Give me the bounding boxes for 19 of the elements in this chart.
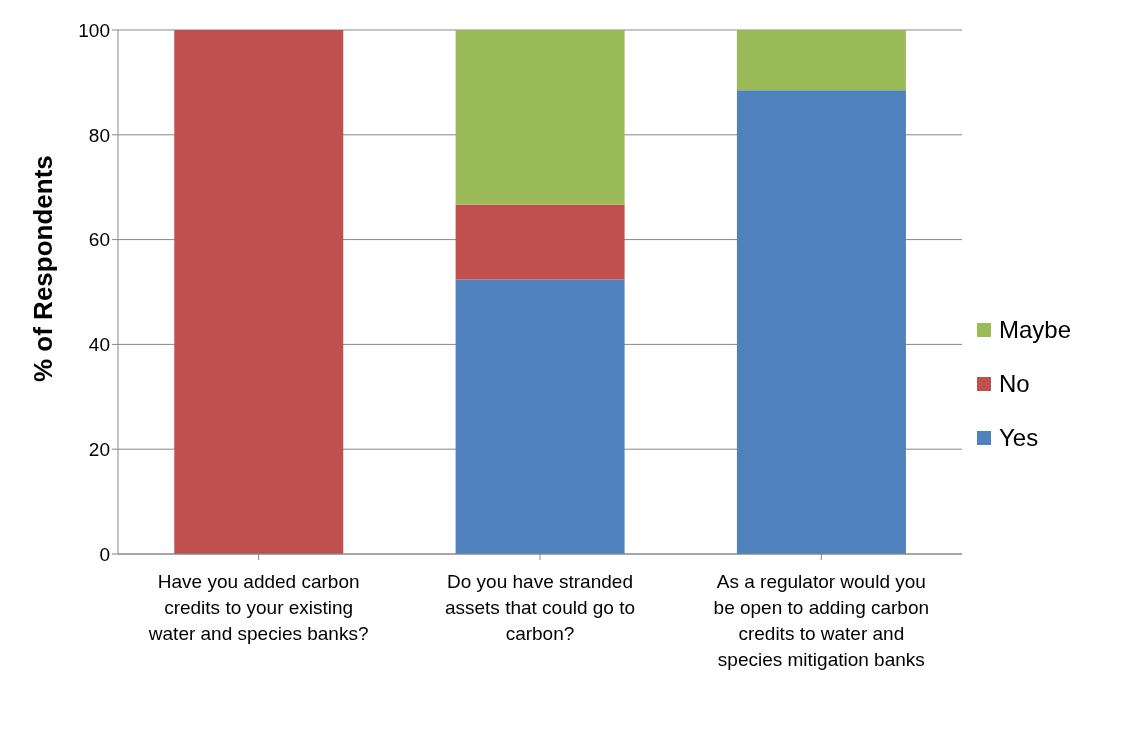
bar	[455, 279, 625, 554]
legend-label: No	[999, 370, 1030, 398]
y-tick-label: 100	[78, 19, 110, 41]
y-tick-label: 60	[88, 229, 110, 251]
y-tick-label: 20	[88, 438, 110, 460]
y-tick-label: 40	[88, 334, 110, 356]
x-tick-label: As a regulator would you be open to adding carbon credits to water and species mitigation banks	[713, 571, 930, 670]
y-tick-label: 80	[88, 124, 110, 146]
bar	[174, 30, 344, 554]
y-axis-title: % of Respondents	[28, 155, 59, 382]
bar	[736, 90, 906, 554]
legend-label: Maybe	[999, 316, 1072, 344]
bar	[455, 30, 625, 205]
legend-label: Yes	[999, 424, 1039, 452]
x-tick-label: Have you added carbon credits to your existing water and species banks?	[147, 571, 369, 644]
y-tick-label: 0	[99, 543, 110, 565]
x-tick-label: Do you have stranded assets that could go to carbon?	[444, 571, 636, 644]
bar	[455, 204, 625, 280]
bar	[736, 30, 906, 91]
